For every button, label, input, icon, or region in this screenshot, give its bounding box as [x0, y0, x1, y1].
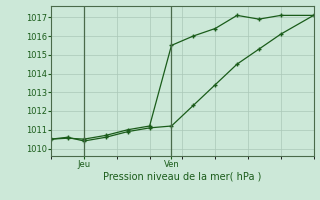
X-axis label: Pression niveau de la mer( hPa ): Pression niveau de la mer( hPa ): [103, 172, 261, 182]
